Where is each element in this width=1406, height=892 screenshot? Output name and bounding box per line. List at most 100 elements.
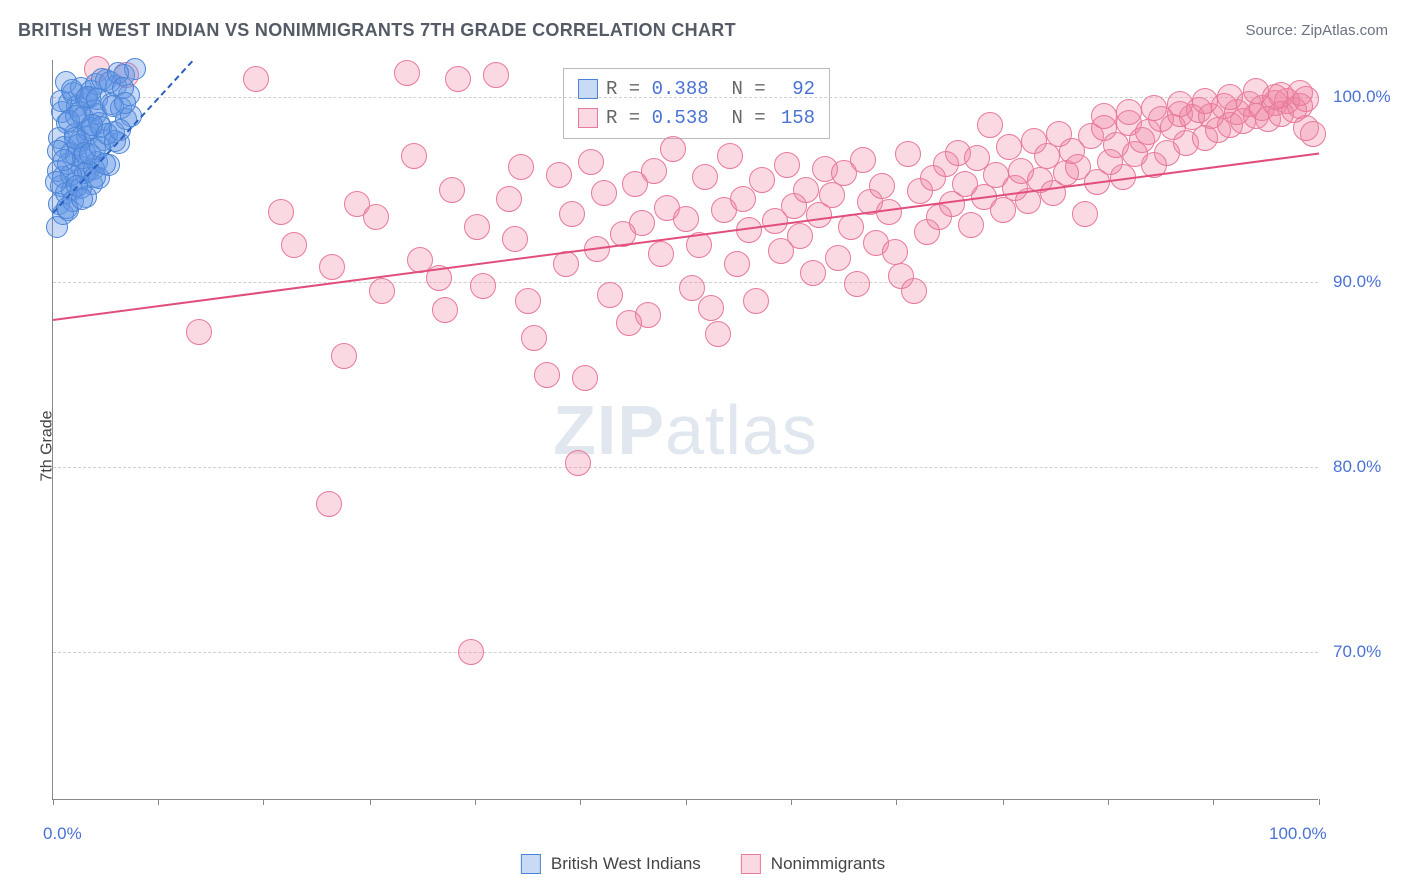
- legend: British West Indians Nonimmigrants: [521, 854, 885, 874]
- data-point: [743, 288, 769, 314]
- data-point: [825, 245, 851, 271]
- legend-item: Nonimmigrants: [741, 854, 885, 874]
- data-point: [281, 232, 307, 258]
- data-point: [464, 214, 490, 240]
- data-point: [578, 149, 604, 175]
- data-point: [787, 223, 813, 249]
- data-point: [186, 319, 212, 345]
- x-tick: [896, 799, 897, 805]
- data-point: [990, 197, 1016, 223]
- data-point: [591, 180, 617, 206]
- data-point: [114, 92, 136, 114]
- data-point: [977, 112, 1003, 138]
- chart-header: BRITISH WEST INDIAN VS NONIMMIGRANTS 7TH…: [18, 20, 1388, 41]
- y-tick-label: 100.0%: [1333, 87, 1391, 107]
- legend-item: British West Indians: [521, 854, 701, 874]
- data-point: [869, 173, 895, 199]
- x-tick: [791, 799, 792, 805]
- data-point: [445, 66, 471, 92]
- data-point: [1141, 95, 1167, 121]
- data-point: [793, 177, 819, 203]
- data-point: [331, 343, 357, 369]
- data-point: [844, 271, 870, 297]
- data-point: [1287, 80, 1313, 106]
- data-point: [996, 134, 1022, 160]
- y-tick-label: 90.0%: [1333, 272, 1381, 292]
- stats-row: R = 0.538 N = 158: [578, 104, 815, 133]
- data-point: [559, 201, 585, 227]
- watermark: ZIPatlas: [553, 390, 818, 470]
- data-point: [673, 206, 699, 232]
- x-tick: [1319, 799, 1320, 805]
- data-point: [1192, 88, 1218, 114]
- stats-box: R = 0.388 N = 92R = 0.538 N = 158: [563, 68, 830, 139]
- data-point: [496, 186, 522, 212]
- data-point: [565, 450, 591, 476]
- data-point: [1262, 84, 1288, 110]
- data-point: [1300, 121, 1326, 147]
- legend-swatch: [521, 854, 541, 874]
- x-tick-label: 0.0%: [43, 824, 82, 844]
- gridline: [53, 467, 1318, 468]
- data-point: [394, 60, 420, 86]
- data-point: [319, 254, 345, 280]
- series-swatch: [578, 108, 598, 128]
- data-point: [502, 226, 528, 252]
- x-tick: [580, 799, 581, 805]
- x-tick: [1003, 799, 1004, 805]
- x-tick: [263, 799, 264, 805]
- data-point: [641, 158, 667, 184]
- data-point: [800, 260, 826, 286]
- data-point: [692, 164, 718, 190]
- legend-swatch: [741, 854, 761, 874]
- gridline: [53, 652, 1318, 653]
- data-point: [705, 321, 731, 347]
- x-tick: [686, 799, 687, 805]
- data-point: [635, 302, 661, 328]
- chart-source: Source: ZipAtlas.com: [1245, 22, 1388, 39]
- data-point: [363, 204, 389, 230]
- data-point: [901, 278, 927, 304]
- data-point: [369, 278, 395, 304]
- data-point: [850, 147, 876, 173]
- data-point: [508, 154, 534, 180]
- data-point: [629, 210, 655, 236]
- data-point: [819, 182, 845, 208]
- data-point: [648, 241, 674, 267]
- data-point: [439, 177, 465, 203]
- legend-label: Nonimmigrants: [771, 854, 885, 874]
- data-point: [268, 199, 294, 225]
- data-point: [53, 149, 75, 171]
- x-tick: [158, 799, 159, 805]
- data-point: [432, 297, 458, 323]
- data-point: [1091, 103, 1117, 129]
- data-point: [1167, 91, 1193, 117]
- x-tick: [475, 799, 476, 805]
- data-point: [717, 143, 743, 169]
- data-point: [546, 162, 572, 188]
- data-point: [45, 171, 67, 193]
- y-tick-label: 70.0%: [1333, 642, 1381, 662]
- data-point: [1116, 99, 1142, 125]
- x-tick: [370, 799, 371, 805]
- data-point: [458, 639, 484, 665]
- data-point: [679, 275, 705, 301]
- data-point: [895, 141, 921, 167]
- data-point: [401, 143, 427, 169]
- x-tick: [53, 799, 54, 805]
- chart-title: BRITISH WEST INDIAN VS NONIMMIGRANTS 7TH…: [18, 20, 736, 41]
- legend-label: British West Indians: [551, 854, 701, 874]
- x-tick: [1108, 799, 1109, 805]
- x-tick-label: 100.0%: [1269, 824, 1327, 844]
- data-point: [774, 152, 800, 178]
- data-point: [724, 251, 750, 277]
- x-tick: [1213, 799, 1214, 805]
- data-point: [882, 239, 908, 265]
- data-point: [660, 136, 686, 162]
- data-point: [1217, 84, 1243, 110]
- data-point: [515, 288, 541, 314]
- data-point: [749, 167, 775, 193]
- data-point: [483, 62, 509, 88]
- data-point: [1072, 201, 1098, 227]
- data-point: [316, 491, 342, 517]
